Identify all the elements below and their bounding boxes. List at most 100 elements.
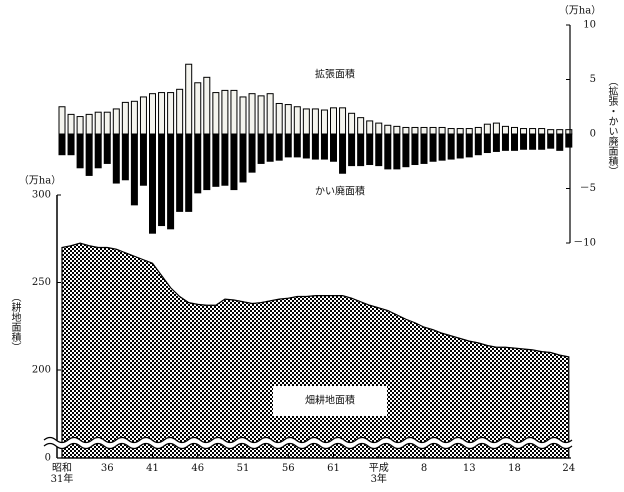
bar xyxy=(112,108,120,135)
bar xyxy=(456,133,464,159)
bar xyxy=(565,129,573,135)
bar xyxy=(511,133,518,151)
bar xyxy=(520,133,528,150)
y2-axis-title: （拡張・かい廃面積） xyxy=(606,76,617,176)
x-tick-label: 46 xyxy=(191,463,205,474)
bar xyxy=(275,102,283,135)
bar xyxy=(438,133,446,161)
bar xyxy=(257,133,265,164)
bar xyxy=(230,133,238,191)
bar xyxy=(103,111,111,135)
bar xyxy=(167,92,175,135)
bar xyxy=(130,100,138,135)
bar xyxy=(221,133,229,186)
bar xyxy=(529,128,537,135)
bar xyxy=(330,133,337,162)
bar xyxy=(248,133,256,173)
bar xyxy=(248,93,256,135)
bar xyxy=(393,125,401,135)
bar xyxy=(293,106,301,135)
bar xyxy=(565,133,573,148)
bar xyxy=(538,133,546,150)
bar xyxy=(121,101,129,135)
bar xyxy=(266,133,274,162)
bar xyxy=(320,109,328,135)
bar xyxy=(58,133,66,156)
y2-tick-label: 5 xyxy=(590,74,596,85)
bar xyxy=(167,133,175,230)
bar xyxy=(67,133,75,156)
x-tick-label: 36 xyxy=(100,463,114,474)
y-tick-label: 300 xyxy=(32,190,51,201)
bar xyxy=(266,93,274,135)
bar xyxy=(221,89,229,135)
bar xyxy=(239,96,247,135)
bar xyxy=(302,133,310,159)
bar xyxy=(384,133,392,170)
bar xyxy=(420,126,428,135)
bar xyxy=(185,133,193,212)
bar xyxy=(520,128,528,135)
bar xyxy=(284,104,292,135)
bar xyxy=(130,133,138,206)
bar xyxy=(456,128,464,135)
bar xyxy=(311,108,319,135)
bar xyxy=(94,111,102,135)
area-label: 畑耕地面積 xyxy=(305,394,355,407)
bar xyxy=(366,120,374,135)
bar xyxy=(556,129,564,135)
x-tick-label: 61 xyxy=(327,463,340,474)
bar xyxy=(465,133,473,158)
x-tick-label: 13 xyxy=(462,463,476,474)
bar xyxy=(230,89,238,135)
bar xyxy=(158,92,166,135)
bar xyxy=(76,116,84,135)
bar xyxy=(348,133,356,167)
y2-tick-label: －10 xyxy=(573,238,596,249)
bar xyxy=(239,133,247,183)
bar xyxy=(547,133,555,149)
bar xyxy=(67,113,75,135)
y-axis-title: （耕地面積） xyxy=(9,292,20,352)
bar xyxy=(447,128,455,135)
x-tick-label: 昭和 31年 xyxy=(50,463,74,485)
bar xyxy=(511,126,518,135)
area-label-box xyxy=(273,386,387,416)
bar xyxy=(538,128,546,135)
bar xyxy=(203,76,211,135)
bar xyxy=(85,133,93,176)
bar xyxy=(483,123,491,135)
x-tick-label: 平成 3年 xyxy=(368,463,389,485)
bar xyxy=(320,133,328,160)
x-tick-label: 56 xyxy=(281,463,295,474)
bar xyxy=(357,117,365,135)
area xyxy=(61,242,570,459)
bar xyxy=(402,133,410,168)
bar xyxy=(375,122,383,135)
bar xyxy=(185,63,193,135)
bar xyxy=(176,133,184,212)
bar xyxy=(393,133,401,170)
bar xyxy=(139,133,147,186)
bar xyxy=(293,133,301,158)
bar xyxy=(429,126,437,135)
bar xyxy=(149,93,156,135)
bar xyxy=(112,133,120,184)
bar xyxy=(94,133,102,169)
bar xyxy=(121,133,129,181)
bar xyxy=(474,133,482,156)
bar xyxy=(465,128,473,135)
bar xyxy=(411,126,419,135)
bar xyxy=(85,113,93,135)
bar xyxy=(284,133,292,158)
bar xyxy=(384,124,392,135)
bar xyxy=(483,133,491,154)
bar xyxy=(420,133,428,164)
bar xyxy=(139,96,147,135)
x-tick-label: 24 xyxy=(562,463,576,474)
bar xyxy=(257,95,265,135)
bar xyxy=(311,133,319,160)
bar xyxy=(366,133,374,166)
